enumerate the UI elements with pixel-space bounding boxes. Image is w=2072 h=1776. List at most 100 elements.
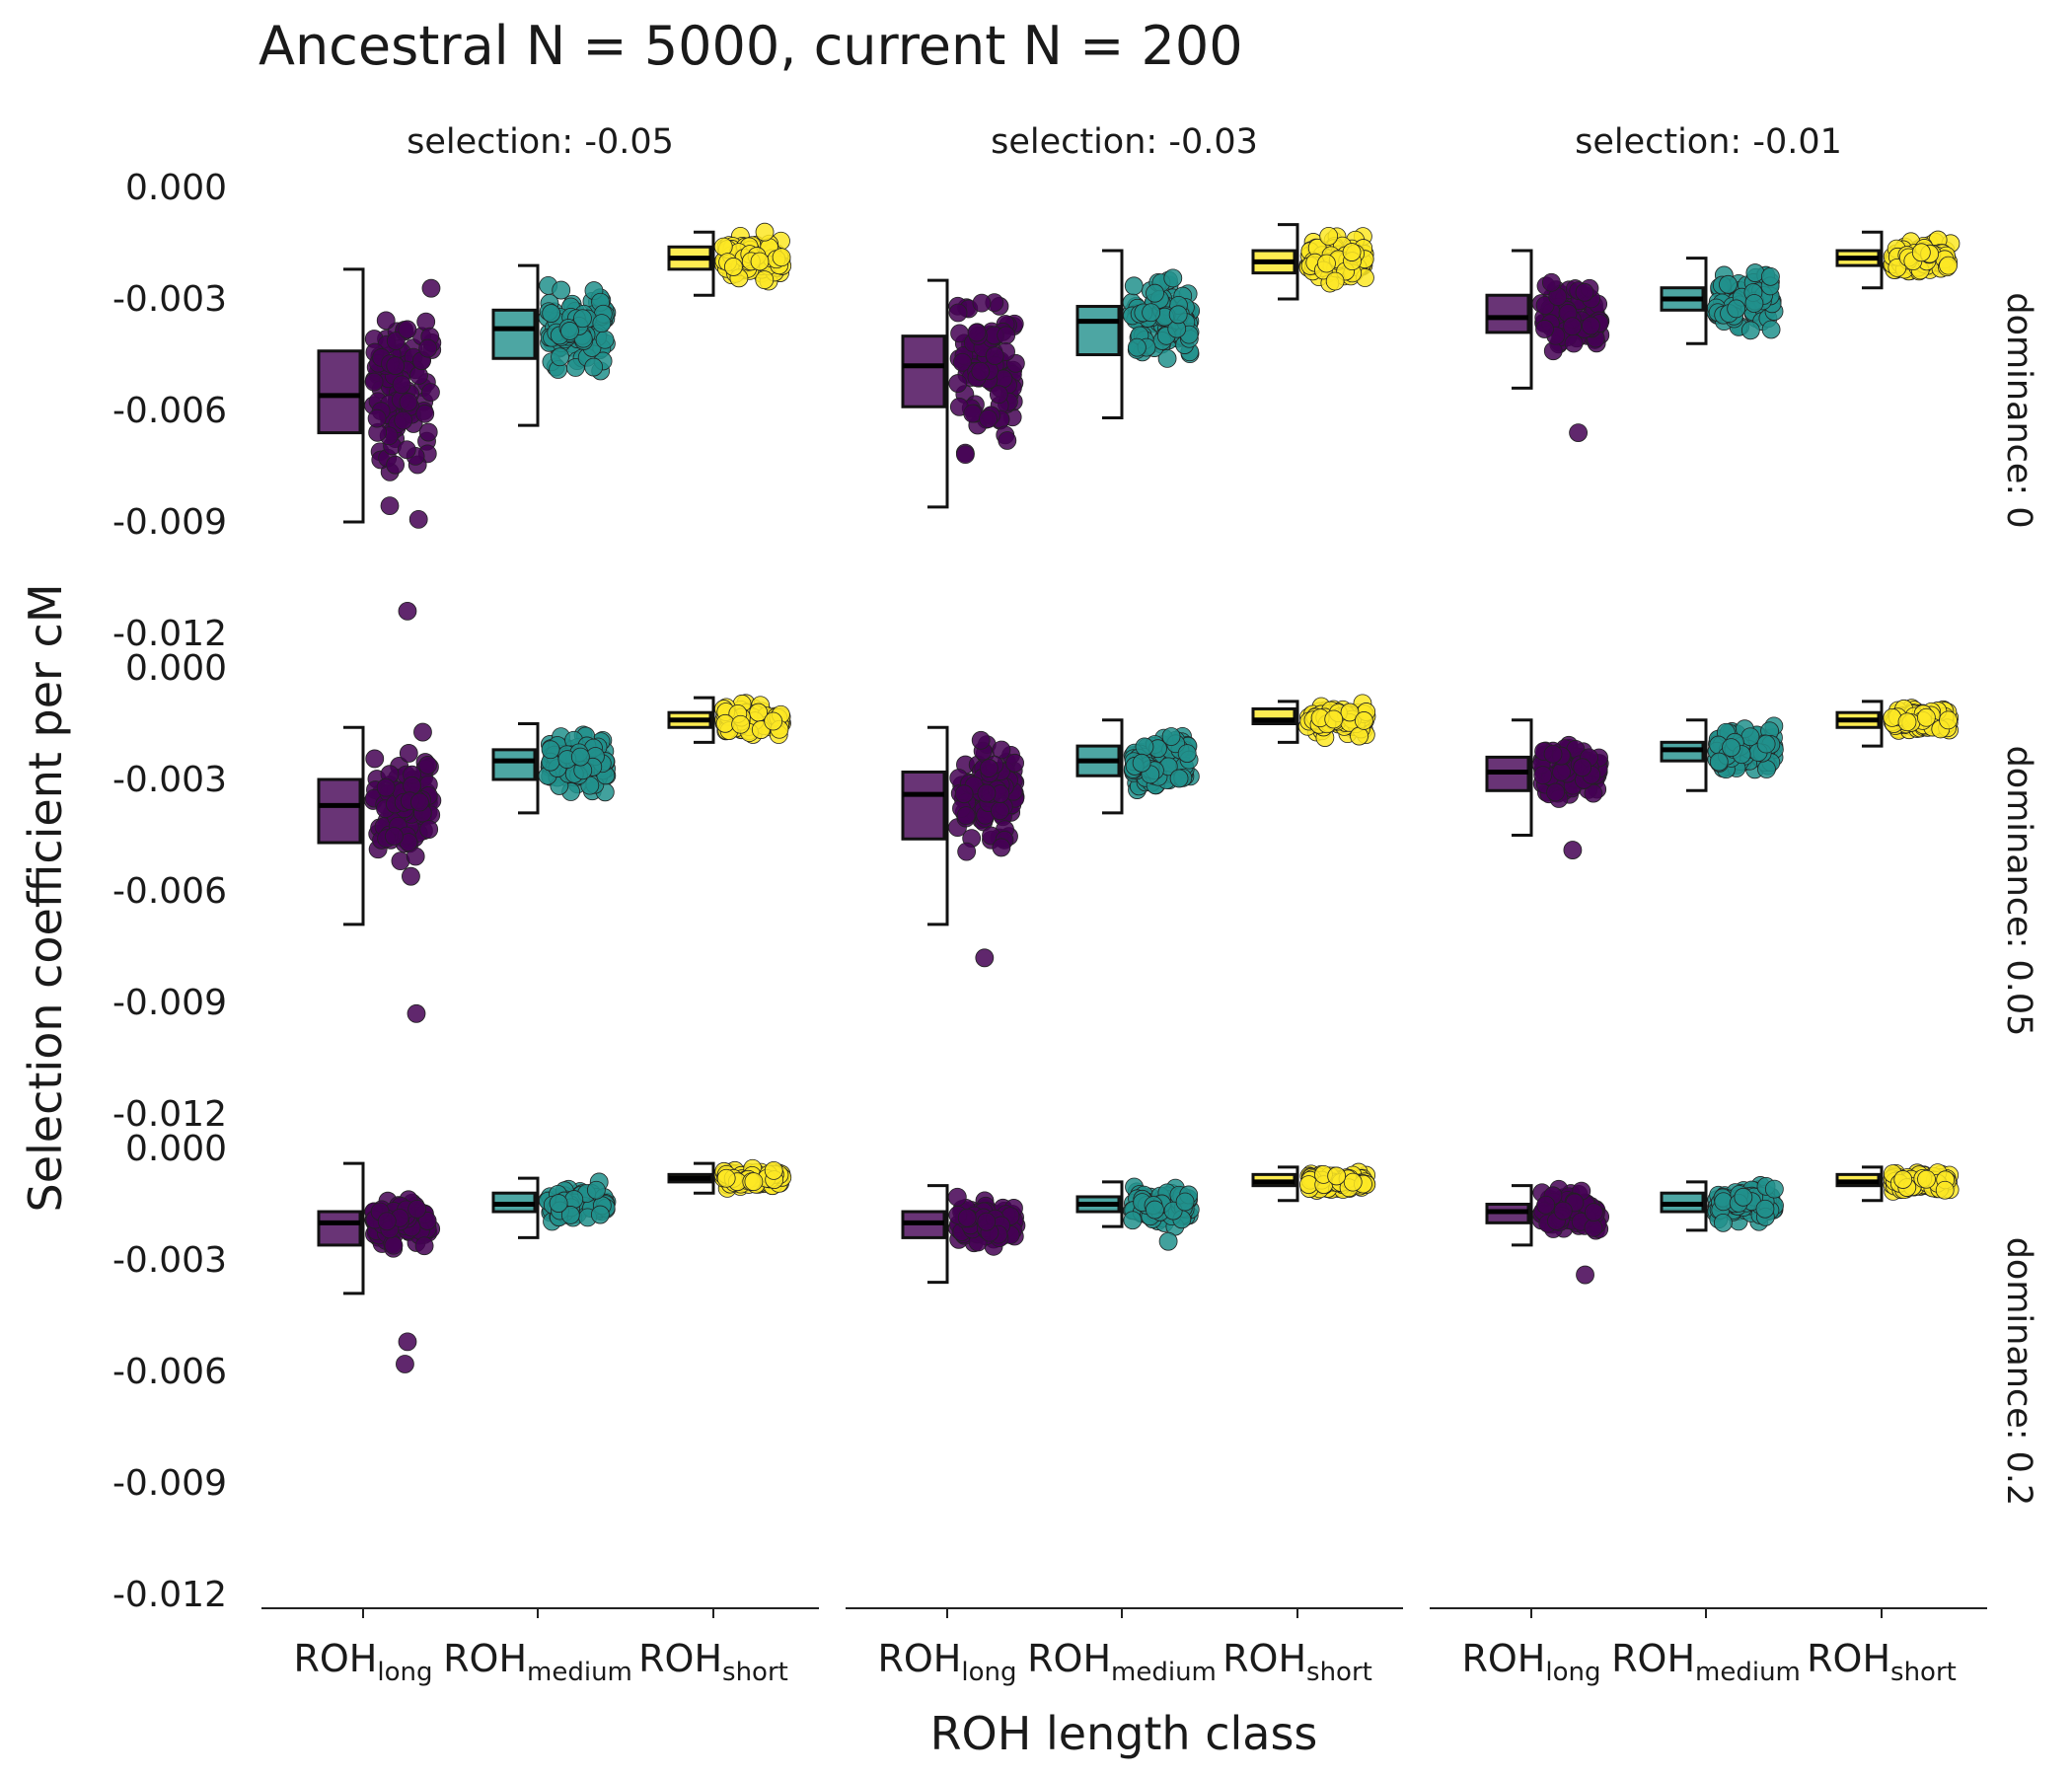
data-point [1761, 320, 1781, 339]
data-point [595, 330, 615, 349]
data-point [398, 320, 417, 339]
data-point [417, 1212, 437, 1230]
y-axis-title: Selection coefficient per cM [19, 583, 72, 1212]
data-point [977, 1212, 997, 1231]
box [901, 334, 946, 408]
y-tick-label: -0.003 [112, 760, 227, 800]
data-point [397, 440, 416, 460]
data-point [1536, 1195, 1556, 1215]
whisker-bracket [1862, 700, 1884, 748]
data-point [549, 1194, 568, 1213]
data-point [1327, 1166, 1347, 1186]
whisker-bracket [1278, 700, 1299, 744]
y-tick-label: -0.012 [112, 1094, 227, 1135]
data-point [364, 372, 384, 392]
data-point [1005, 753, 1024, 773]
data-point [764, 1160, 783, 1180]
data-point [750, 252, 770, 271]
box [491, 308, 537, 360]
y-tick-label: -0.006 [112, 1352, 227, 1392]
data-point [1163, 268, 1183, 288]
data-point [957, 1208, 977, 1227]
facet-panel [901, 223, 1374, 509]
data-point [963, 404, 983, 423]
y-tick-label: -0.009 [112, 1463, 227, 1504]
data-point [386, 455, 406, 475]
data-point [564, 1190, 584, 1209]
y-tick-label: -0.012 [112, 614, 227, 654]
data-point [772, 248, 791, 267]
data-point [385, 827, 404, 846]
facet-panel [901, 694, 1376, 968]
data-point [1124, 276, 1144, 296]
data-point [1142, 303, 1161, 323]
data-point [419, 820, 439, 839]
outlier-point [396, 1355, 414, 1373]
data-point [1157, 348, 1177, 368]
data-point [399, 393, 418, 411]
y-tick-label: 0.000 [125, 1129, 227, 1169]
data-point [418, 756, 437, 775]
whisker-bracket [694, 696, 715, 744]
whisker-bracket [694, 1161, 715, 1195]
box [901, 770, 946, 841]
data-point [1755, 1199, 1775, 1219]
data-point [724, 258, 743, 276]
data-point [764, 711, 783, 731]
data-point [1127, 337, 1147, 357]
data-point [948, 374, 968, 393]
data-point [997, 326, 1016, 345]
data-point [972, 293, 992, 313]
data-point [1916, 707, 1936, 727]
whisker-bracket [1686, 718, 1708, 792]
data-point [421, 383, 440, 403]
box [1075, 305, 1121, 356]
data-point [947, 1187, 967, 1207]
data-point [991, 801, 1009, 821]
facet-panel [901, 1162, 1376, 1285]
whisker-bracket [343, 267, 365, 524]
panels-group: selection: -0.05 selection: -0.03 selectio… [112, 122, 2038, 1687]
data-point [1740, 321, 1760, 340]
data-point [1541, 272, 1561, 292]
data-point [992, 740, 1011, 760]
data-point [956, 806, 976, 826]
data-point [541, 740, 560, 760]
data-point [1146, 283, 1164, 303]
data-point [957, 842, 977, 861]
facet-panel [1485, 699, 1960, 859]
data-point [1123, 1211, 1143, 1230]
data-point [542, 304, 561, 323]
x-tick-label: ROHlong [877, 1637, 1016, 1687]
data-point [979, 759, 999, 777]
data-point [1317, 254, 1336, 273]
data-point [1584, 783, 1603, 803]
whisker-bracket [1512, 1184, 1533, 1247]
data-point [1324, 709, 1344, 729]
data-point [399, 744, 418, 763]
data-point [418, 422, 438, 442]
data-point [1584, 1219, 1603, 1237]
data-point [1546, 782, 1565, 802]
data-point [384, 1235, 404, 1255]
data-point [713, 237, 733, 257]
data-point [1893, 1170, 1913, 1189]
data-point [1146, 1200, 1164, 1220]
whisker-bracket [343, 1161, 365, 1295]
data-point [590, 1205, 610, 1224]
data-point [1175, 1192, 1195, 1212]
outlier-point [1576, 1265, 1594, 1285]
whisker-bracket [1102, 1180, 1124, 1228]
data-point [1744, 294, 1764, 313]
data-point [1342, 243, 1362, 261]
data-point [1756, 734, 1776, 754]
x-tick-label: ROHmedium [1027, 1637, 1217, 1687]
data-point [586, 1180, 606, 1200]
data-point [1585, 1203, 1603, 1221]
data-point [1734, 1187, 1753, 1207]
data-point [979, 409, 998, 428]
facet-label-row: dominance: 0.05 [1999, 746, 2038, 1037]
outlier-point [1563, 841, 1583, 859]
whisker-bracket [343, 725, 365, 926]
